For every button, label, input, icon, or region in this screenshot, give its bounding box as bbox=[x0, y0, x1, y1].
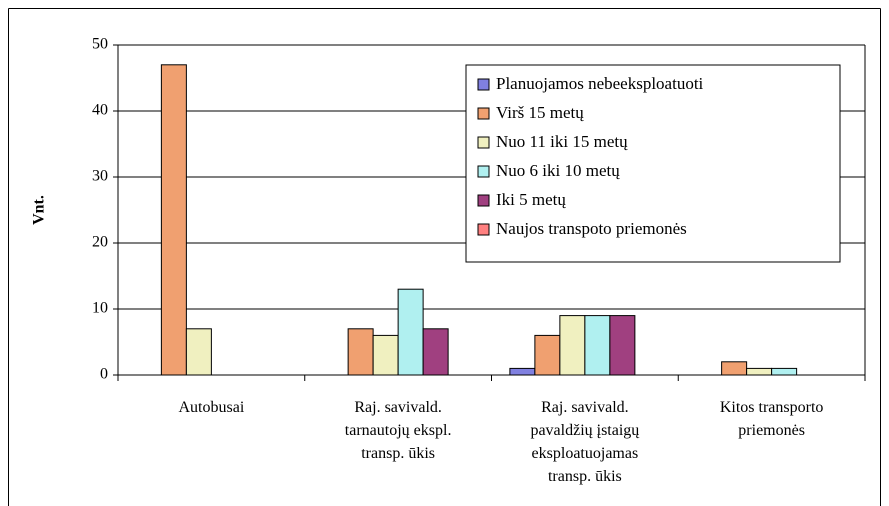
label-line: Raj. savivald. bbox=[354, 399, 442, 416]
bar bbox=[721, 361, 748, 376]
legend-label: Nuo 11 iki 15 metų bbox=[496, 132, 628, 151]
bar bbox=[397, 288, 424, 376]
bar bbox=[185, 328, 212, 376]
legend-swatch bbox=[477, 78, 490, 91]
x-tick-label: Raj. savivald. tarnautojų ekspl. transp. ū… bbox=[345, 399, 452, 462]
y-tick-label: 40 bbox=[92, 102, 108, 119]
y-tick-label: 10 bbox=[92, 300, 108, 317]
legend-label: Naujos transpoto priemonės bbox=[496, 219, 687, 238]
legend-swatch bbox=[477, 107, 490, 120]
label-line: pavaldžių įstaigų bbox=[530, 422, 640, 439]
legend-label: Nuo 6 iki 10 metų bbox=[496, 161, 620, 180]
bar bbox=[746, 367, 773, 376]
bar bbox=[422, 328, 449, 376]
label-line: Kitos transporto bbox=[720, 399, 824, 416]
y-tick-label: 30 bbox=[92, 168, 108, 185]
label-line: transp. ūkis bbox=[548, 468, 622, 485]
bar bbox=[771, 367, 798, 376]
legend-swatch bbox=[477, 223, 490, 236]
legend-label: Virš 15 metų bbox=[496, 103, 584, 122]
label-line: eksploatuojamas bbox=[532, 445, 639, 462]
bar bbox=[347, 328, 374, 376]
bar bbox=[372, 334, 399, 376]
bar bbox=[160, 64, 187, 376]
label-line: Autobusai bbox=[178, 399, 244, 416]
bar bbox=[509, 367, 536, 376]
y-axis-label: Vnt. bbox=[31, 195, 48, 225]
label-line: Raj. savivald. bbox=[541, 399, 629, 416]
y-tick-label: 20 bbox=[92, 234, 108, 251]
bar bbox=[584, 315, 611, 376]
bar bbox=[609, 315, 636, 376]
legend-swatch bbox=[477, 194, 490, 207]
x-tick-label: Autobusai bbox=[178, 399, 244, 416]
y-tick-label: 0 bbox=[100, 366, 108, 383]
y-tick-label: 50 bbox=[92, 36, 108, 53]
x-tick-label: Kitos transporto priemonės bbox=[720, 399, 824, 439]
legend bbox=[465, 64, 841, 263]
label-line: transp. ūkis bbox=[361, 445, 435, 462]
bar bbox=[559, 315, 586, 376]
legend-swatch bbox=[477, 165, 490, 178]
label-line: tarnautojų ekspl. bbox=[345, 422, 452, 439]
legend-label: Planuojamos nebeeksploatuoti bbox=[496, 74, 704, 93]
legend-label: Iki 5 metų bbox=[496, 190, 566, 209]
bar bbox=[534, 334, 561, 376]
label-line: priemonės bbox=[738, 422, 805, 439]
legend-swatch bbox=[477, 136, 490, 149]
x-tick-label: Raj. savivald. pavaldžių įstaigų eksploatu… bbox=[530, 399, 640, 485]
